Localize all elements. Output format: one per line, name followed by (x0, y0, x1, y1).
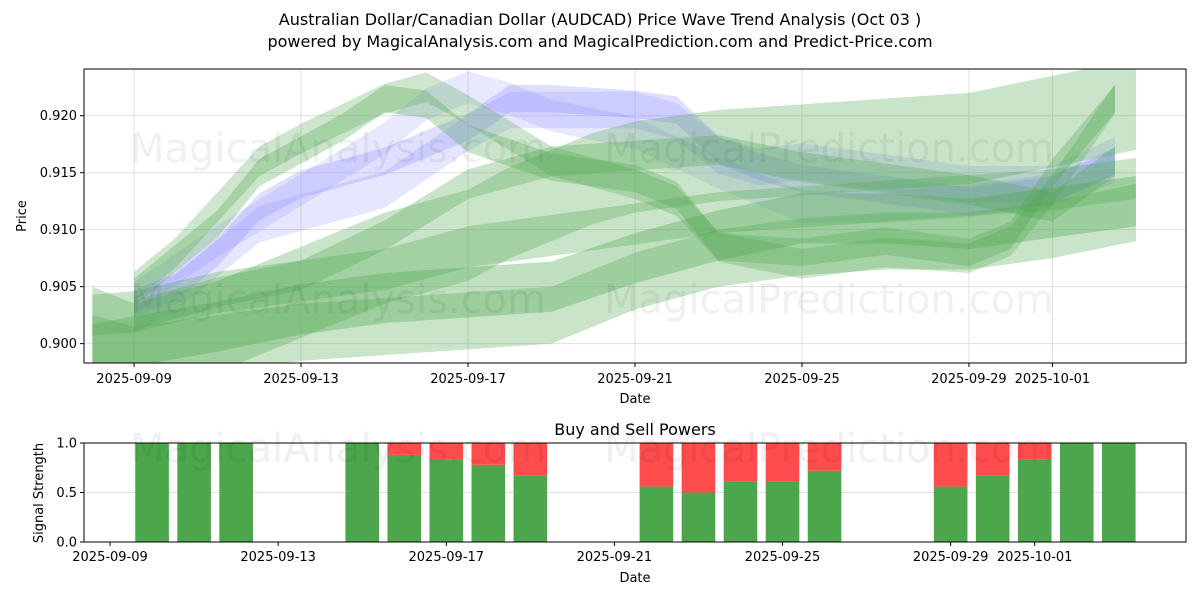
wave-band-green (92, 69, 1136, 363)
price-x-tick-label: 2025-09-17 (430, 372, 506, 387)
price-y-tick-label: 0.915 (40, 166, 77, 181)
wave-band-green (134, 135, 1116, 330)
price-x-tick-label: 2025-10-01 (1015, 372, 1091, 387)
buy-bar (429, 459, 464, 542)
bar-y-tick-label: 0.5 (56, 486, 77, 501)
price-y-axis-label: Price (15, 200, 30, 232)
watermark-prediction-top: MagicalPrediction.com (604, 126, 1054, 172)
buy-bar (639, 486, 674, 542)
wave-band-green (92, 157, 1136, 336)
sell-bar (723, 443, 758, 482)
buy-bar (1059, 443, 1094, 542)
watermark-analysis-bottom: MagicalAnalysis.com (130, 277, 546, 323)
price-x-tick-label: 2025-09-13 (263, 372, 339, 387)
price-grid (84, 69, 1186, 363)
sell-bar (513, 443, 548, 476)
bar-x-tick-label: 2025-09-25 (745, 550, 821, 565)
buy-bar (723, 481, 758, 542)
price-x-axis: 2025-09-09 2025-09-13 2025-09-17 2025-09-21… (96, 363, 1090, 387)
bar-y-tick-label: 0.0 (56, 536, 77, 551)
price-y-tick-label: 0.905 (40, 280, 77, 295)
price-wave-bands (92, 69, 1136, 363)
sell-bar (1017, 443, 1052, 460)
buy-bar (933, 486, 968, 542)
sell-bar (807, 443, 842, 471)
buy-bar (807, 470, 842, 542)
price-y-tick-label: 0.900 (40, 337, 77, 352)
buy-bar (471, 464, 506, 542)
wave-band-blue (134, 71, 1116, 314)
bar-x-tick-label: 2025-09-29 (913, 550, 989, 565)
bar-y-axis: 0.0 0.5 1.0 (56, 437, 84, 551)
wave-band-green (92, 176, 1136, 363)
price-x-tick-label: 2025-09-25 (764, 372, 840, 387)
watermark-analysis-top: MagicalAnalysis.com (130, 126, 546, 172)
sell-bar (429, 443, 464, 460)
bar-y-tick-label: 1.0 (56, 437, 77, 452)
bar-y-axis-label: Signal Strength (32, 443, 47, 543)
bar-x-tick-label: 2025-09-13 (240, 550, 316, 565)
price-y-tick-label: 0.910 (40, 223, 77, 238)
buy-bar (1101, 443, 1136, 542)
buy-sell-bars (135, 443, 1136, 542)
watermark-prediction-bottom: MagicalPrediction.com (604, 277, 1054, 323)
buy-bar (975, 475, 1010, 542)
buy-bar (513, 475, 548, 542)
price-x-tick-label: 2025-09-29 (931, 372, 1007, 387)
price-y-axis: 0.900 0.905 0.910 0.915 0.920 (40, 109, 84, 352)
buy-bar (765, 481, 800, 542)
bar-x-axis: 2025-09-09 2025-09-13 2025-09-17 2025-09-21… (72, 542, 1072, 565)
bar-x-tick-label: 2025-10-01 (997, 550, 1073, 565)
wave-band-blue (134, 91, 1116, 334)
wave-band-blue (134, 84, 1116, 318)
price-plot: MagicalAnalysis.com MagicalPrediction.co… (15, 68, 1187, 407)
buy-bar (345, 443, 380, 542)
price-x-tick-label: 2025-09-09 (96, 372, 172, 387)
sell-bar (933, 443, 968, 487)
buy-bar (219, 443, 253, 542)
chart-subtitle: powered by MagicalAnalysis.com and Magic… (267, 32, 933, 51)
wave-band-green (134, 84, 1116, 307)
wave-band-green (92, 184, 1136, 363)
chart-title: Australian Dollar/Canadian Dollar (AUDCA… (278, 10, 922, 29)
buy-bar (177, 443, 211, 542)
buy-sell-plot: Buy and Sell Powers MagicalAnalysis.com … (32, 420, 1187, 586)
chart-title-block: Australian Dollar/Canadian Dollar (AUDCA… (0, 9, 1200, 53)
bar-x-axis-label: Date (619, 571, 650, 586)
sell-bar (975, 443, 1010, 476)
sell-bar (471, 443, 506, 465)
bar-x-tick-label: 2025-09-21 (577, 550, 653, 565)
watermark-analysis-bars: MagicalAnalysis.com (130, 426, 546, 472)
bar-x-tick-label: 2025-09-09 (72, 550, 148, 565)
buy-bar (135, 443, 169, 542)
bar-x-tick-label: 2025-09-17 (409, 550, 485, 565)
watermark-prediction-bars: MagicalPrediction.com (604, 426, 1054, 472)
sell-bar (387, 443, 422, 455)
buy-bar (1017, 459, 1052, 542)
sell-bar (765, 443, 800, 482)
price-y-tick-label: 0.920 (40, 109, 77, 124)
buy-bar (387, 454, 422, 542)
buy-bar (681, 492, 716, 542)
price-x-tick-label: 2025-09-21 (597, 372, 673, 387)
buy-sell-title: Buy and Sell Powers (554, 420, 716, 439)
sell-bar (639, 443, 674, 487)
sell-bar (681, 443, 716, 493)
wave-band-green (134, 72, 1116, 302)
price-x-axis-label: Date (619, 392, 650, 407)
